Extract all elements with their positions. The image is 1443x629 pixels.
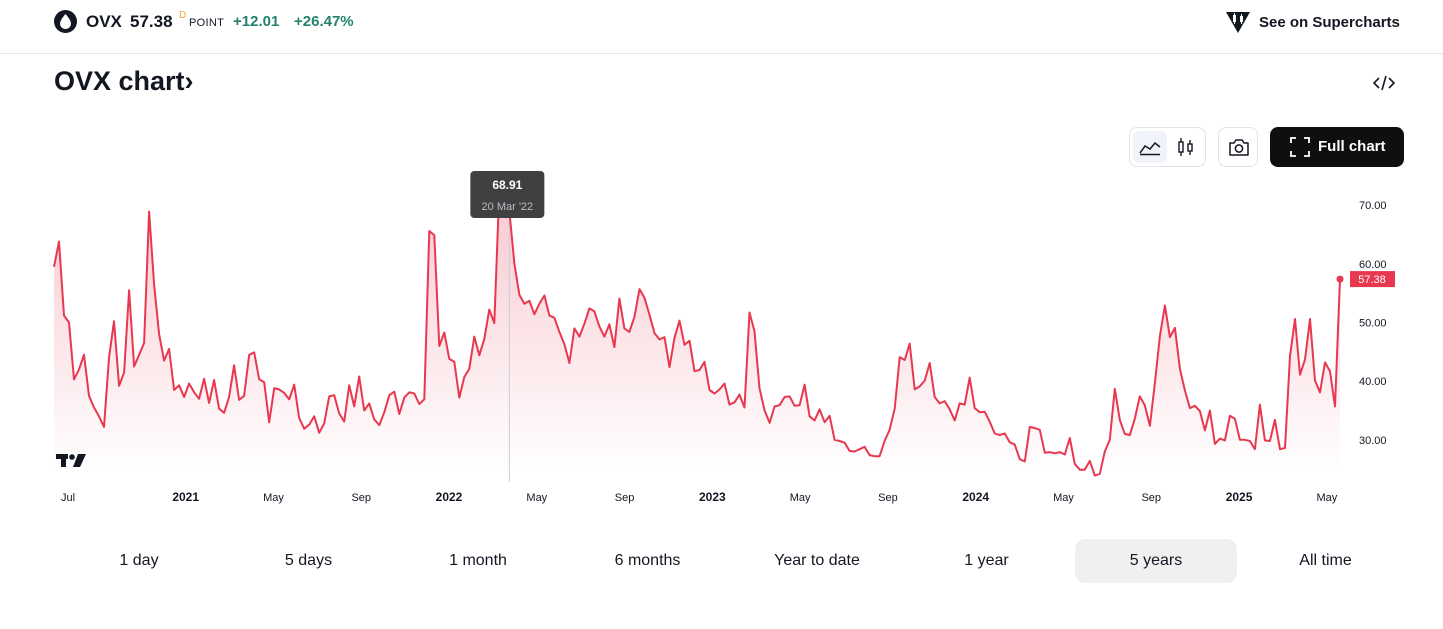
series-line[interactable] — [53, 189, 1341, 477]
delayed-flag: D — [179, 10, 187, 21]
candles-icon — [1178, 138, 1193, 156]
range-button[interactable]: 5 years — [1075, 539, 1237, 583]
y-tick-label: 50.00 — [1359, 318, 1387, 330]
full-chart-label: Full chart — [1318, 138, 1386, 155]
price-change: +12.01 — [233, 13, 280, 30]
chart-title-link[interactable]: OVX chart› — [54, 66, 194, 97]
symbol-header: OVX 57.38 D POINT +12.01 +26.47% See on … — [0, 0, 1443, 54]
x-tick-label: Sep — [351, 492, 371, 504]
x-tick-label: May — [790, 492, 811, 504]
range-button[interactable]: Year to date — [774, 552, 860, 569]
x-tick-label: Sep — [878, 492, 898, 504]
tradingview-logo-icon — [56, 454, 86, 467]
page-title: OVX chart — [54, 66, 185, 96]
y-tick-label: 70.00 — [1359, 200, 1387, 212]
y-tick-label: 30.00 — [1359, 435, 1387, 447]
x-tick-label: Jul — [61, 492, 75, 504]
last-point — [1336, 275, 1344, 283]
chart-style-switcher — [1129, 127, 1206, 167]
x-tick-label: Sep — [1141, 492, 1161, 504]
symbol-name: OVX — [86, 12, 122, 31]
chevron-right-icon: › — [184, 66, 194, 96]
price-unit: POINT — [189, 17, 225, 29]
tooltip-box — [470, 171, 545, 218]
range-button[interactable]: 1 day — [119, 552, 159, 569]
range-selector: 1 day 5 days 1 month 6 months Year to date 1 … — [50, 539, 1410, 583]
range-button[interactable]: 1 month — [449, 552, 507, 569]
code-icon — [1372, 75, 1396, 91]
range-button[interactable]: 5 days — [284, 552, 333, 569]
tradingview-candles-icon — [1226, 12, 1250, 33]
camera-icon — [1229, 139, 1249, 156]
x-tick-label: May — [263, 492, 284, 504]
x-tick-label: 2021 — [172, 490, 199, 504]
full-chart-button[interactable]: Full chart — [1270, 127, 1404, 167]
y-tick-label: 60.00 — [1359, 259, 1387, 271]
x-tick-label: 2023 — [699, 490, 726, 504]
see-on-supercharts-link[interactable]: See on Supercharts — [1225, 9, 1400, 35]
fullscreen-icon — [1290, 137, 1310, 157]
price-change-percent: +26.47% — [294, 13, 354, 30]
oil-drop-icon — [54, 10, 77, 33]
snapshot-button[interactable] — [1218, 127, 1258, 167]
y-tick-label: 40.00 — [1359, 376, 1387, 388]
area-chart-icon — [1139, 141, 1161, 156]
x-tick-label: May — [526, 492, 547, 504]
tooltip-date: 20 Mar '22 — [482, 201, 534, 213]
symbol-price: 57.38 — [130, 12, 173, 31]
embed-code-button[interactable] — [1370, 70, 1398, 96]
candles-style-button[interactable] — [1169, 131, 1203, 163]
x-tick-label: 2025 — [1226, 490, 1253, 504]
last-value-badge — [1350, 271, 1395, 288]
supercharts-label: See on Supercharts — [1259, 13, 1400, 31]
range-button[interactable]: 1 year — [964, 552, 1009, 569]
x-tick-label: 2024 — [962, 490, 989, 504]
range-button[interactable]: All time — [1299, 552, 1352, 569]
x-tick-label: May — [1053, 492, 1074, 504]
range-button[interactable]: 6 months — [614, 552, 681, 569]
area-fill — [54, 190, 1340, 476]
x-tick-label: Sep — [615, 492, 635, 504]
area-style-button[interactable] — [1133, 131, 1167, 163]
tooltip-value: 68.91 — [492, 178, 522, 192]
x-tick-label: May — [1316, 492, 1337, 504]
ovx-area-chart[interactable]: 68.91 20 Mar '22 57.38 70.00 60.00 50.00 40.00… — [0, 170, 1443, 510]
last-value-label: 57.38 — [1358, 274, 1386, 286]
x-tick-label: 2022 — [436, 490, 463, 504]
